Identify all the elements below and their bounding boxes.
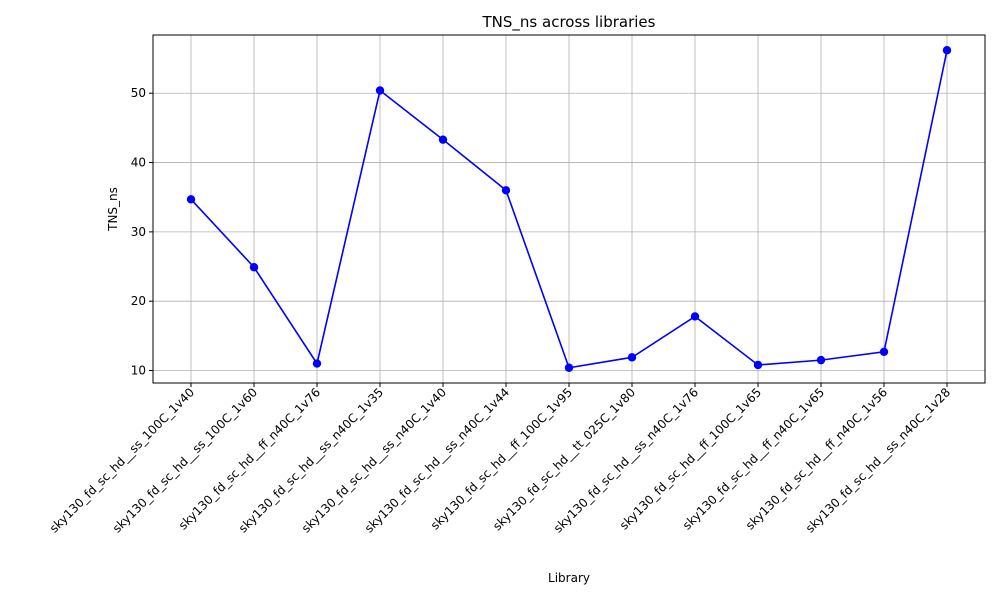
y-tick-label: 10	[131, 364, 146, 378]
data-point	[942, 46, 952, 55]
data-point	[186, 195, 196, 204]
grid	[153, 35, 985, 383]
data-point	[438, 135, 448, 144]
y-axis: 10 20 30 40 50	[131, 86, 153, 378]
data-point	[501, 186, 511, 195]
series-layer	[186, 46, 952, 372]
data-point	[564, 363, 574, 372]
data-point	[879, 347, 889, 357]
data-point	[375, 86, 385, 95]
chart-title: TNS_ns across libraries	[482, 13, 656, 32]
y-tick-label: 30	[131, 225, 146, 239]
y-tick-label: 20	[131, 294, 146, 308]
data-point	[249, 263, 259, 272]
data-point	[753, 360, 763, 370]
data-point	[627, 353, 637, 362]
x-axis-label: Library	[548, 571, 590, 585]
y-axis-label: TNS_ns	[106, 187, 120, 232]
data-point	[312, 359, 322, 368]
y-tick-label: 40	[131, 156, 146, 170]
data-point	[816, 355, 826, 365]
y-tick-label: 50	[131, 86, 146, 100]
data-point	[690, 312, 700, 321]
